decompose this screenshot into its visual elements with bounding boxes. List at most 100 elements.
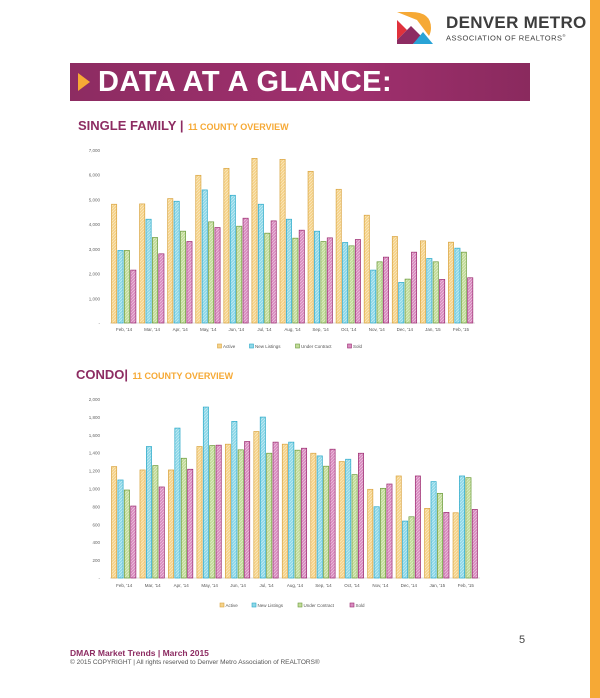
y-tick-label: 4,000 xyxy=(89,222,101,227)
bar-active xyxy=(167,198,174,324)
bar-under-contract xyxy=(323,465,330,579)
x-tick-label: Sep, '14 xyxy=(315,583,332,588)
bar-new-listings xyxy=(174,427,181,579)
y-tick-label: 2,000 xyxy=(89,272,101,277)
bar-active xyxy=(395,475,402,579)
y-tick-label: - xyxy=(99,321,101,326)
bar-new-listings xyxy=(314,230,320,324)
bar-under-contract xyxy=(266,452,273,579)
legend-label: Sold xyxy=(356,603,366,608)
bar-new-listings xyxy=(229,194,236,324)
bar-under-contract xyxy=(432,261,439,324)
bar-under-contract xyxy=(351,474,358,579)
x-tick-label: Feb, '15 xyxy=(458,583,475,588)
banner-title: DATA AT A GLANCE: xyxy=(98,66,393,98)
footer-copyright: © 2015 COPYRIGHT | All rights reserved t… xyxy=(70,659,320,666)
bar-new-listings xyxy=(398,282,405,324)
bar-sold xyxy=(158,486,165,579)
bar-under-contract xyxy=(123,250,130,324)
x-tick-label: Nov, '14 xyxy=(369,327,386,332)
y-tick-label: - xyxy=(99,576,101,581)
bar-new-listings xyxy=(286,218,292,324)
bar-active xyxy=(224,443,231,579)
y-tick-label: 6,000 xyxy=(89,173,101,178)
y-tick-label: 1,000 xyxy=(89,487,101,492)
bar-sold xyxy=(383,256,389,324)
bar-new-listings xyxy=(345,458,352,579)
logo-subtitle: ASSOCIATION OF REALTORS® xyxy=(446,33,566,43)
bar-new-listings xyxy=(259,416,266,579)
x-tick-label: Aug, '14 xyxy=(287,583,304,588)
bar-active xyxy=(111,203,118,324)
bar-sold xyxy=(414,475,421,579)
bar-active xyxy=(335,188,342,324)
bar-under-contract xyxy=(437,492,443,579)
bar-active xyxy=(168,469,174,579)
bar-under-contract xyxy=(465,477,472,579)
bar-sold xyxy=(215,444,222,579)
x-tick-label: Apr, '14 xyxy=(173,327,189,332)
x-tick-label: Sep, '14 xyxy=(312,327,329,332)
bar-new-listings xyxy=(231,421,238,579)
x-tick-label: Jun, '14 xyxy=(230,583,246,588)
bar-active xyxy=(419,240,426,324)
bar-under-contract xyxy=(292,237,299,324)
y-tick-label: 7,000 xyxy=(89,148,101,153)
bar-active xyxy=(367,488,374,579)
bar-new-listings xyxy=(426,258,433,324)
bar-active xyxy=(281,443,288,579)
y-tick-label: 2,000 xyxy=(89,397,101,402)
bar-active xyxy=(139,469,146,579)
bar-sold xyxy=(471,509,478,579)
y-tick-label: 200 xyxy=(92,558,100,563)
bar-sold xyxy=(467,277,474,324)
bar-active xyxy=(279,158,286,324)
y-tick-label: 1,600 xyxy=(89,433,101,438)
banner: DATA AT A GLANCE: xyxy=(70,63,530,101)
bar-new-listings xyxy=(402,520,409,579)
section-title: CONDO| xyxy=(76,367,129,382)
bar-new-listings xyxy=(117,250,124,324)
bar-under-contract xyxy=(180,457,187,579)
bar-under-contract xyxy=(376,261,383,324)
logo-title: DENVER METRO xyxy=(446,13,587,32)
legend-label: New Listings xyxy=(255,344,281,349)
x-tick-label: Mar, '14 xyxy=(145,583,161,588)
dmar-logo-icon xyxy=(397,12,433,44)
bar-active xyxy=(307,170,314,324)
y-tick-label: 3,000 xyxy=(89,247,101,252)
bar-sold xyxy=(439,279,446,324)
bar-under-contract xyxy=(294,449,301,579)
section-title: SINGLE FAMILY | xyxy=(78,118,184,133)
y-tick-label: 1,200 xyxy=(89,469,101,474)
bar-under-contract xyxy=(320,241,327,324)
bar-sold xyxy=(130,505,137,579)
bar-under-contract xyxy=(236,225,243,324)
legend-swatch xyxy=(295,343,300,349)
bar-sold xyxy=(411,251,418,324)
bar-new-listings xyxy=(145,218,152,324)
bar-active xyxy=(448,241,454,324)
x-tick-label: Jun, '14 xyxy=(229,327,245,332)
bar-sold xyxy=(298,229,305,324)
y-tick-label: 800 xyxy=(92,504,100,509)
bar-sold xyxy=(187,468,194,579)
bar-sold xyxy=(272,441,279,579)
legend-label: Under Contract xyxy=(304,603,335,608)
bar-under-contract xyxy=(404,278,411,324)
legend-swatch xyxy=(347,343,352,349)
x-tick-label: Oct, '14 xyxy=(341,327,357,332)
bar-active xyxy=(251,158,258,324)
bar-sold xyxy=(326,237,333,324)
legend-label: Active xyxy=(226,603,239,608)
legend-label: New Listings xyxy=(258,603,284,608)
bar-active xyxy=(452,512,459,579)
y-tick-label: 5,000 xyxy=(89,197,101,202)
bar-active xyxy=(391,236,398,324)
legend-swatch xyxy=(217,343,222,349)
bar-sold xyxy=(354,239,361,324)
bar-active xyxy=(424,508,431,579)
bar-active xyxy=(338,461,345,579)
